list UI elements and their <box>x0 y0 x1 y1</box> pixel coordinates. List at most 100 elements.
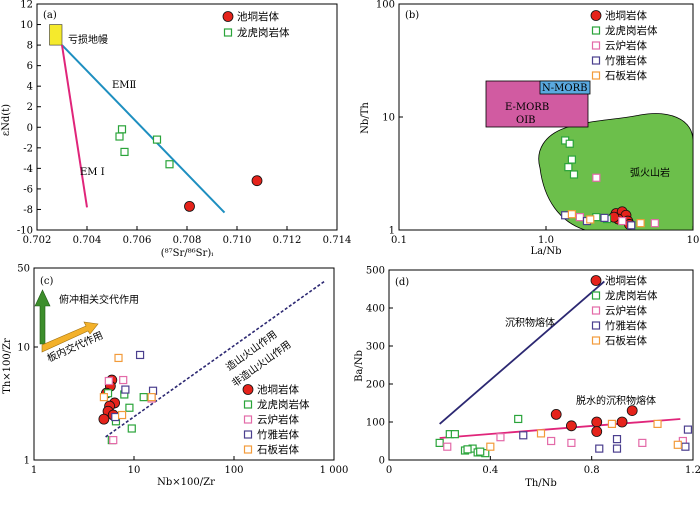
panel-d-point-0-0 <box>550 408 562 420</box>
panel-c-legend-label: 龙虎岗岩体 <box>257 398 310 411</box>
panel-b-point-4-0 <box>567 210 576 219</box>
panel-c-legend-label: 石板岩体 <box>257 443 299 456</box>
panel-a: (a) 亏损地幔 EMⅡ EM Ⅰ 0.702 0.704 0.706 0.708 0.… <box>1 0 351 259</box>
panel-c-right-arrow <box>41 321 99 353</box>
panel-a-legend-label: 龙虎岗岩体 <box>237 26 290 39</box>
panel-a-ytick-label: -2 <box>23 143 33 154</box>
panel-c-ytick-label: 1 <box>24 456 30 467</box>
panel-b-xtick-label: 0.1 <box>391 235 407 246</box>
panel-c-point-1-4 <box>139 393 148 402</box>
panel-b-legend-label: 池垌岩体 <box>605 9 647 22</box>
panel-c-point-2-0 <box>104 376 113 386</box>
panel-a-point-1-0 <box>117 125 127 134</box>
panel-d-point-2-4 <box>638 438 647 447</box>
panel-c-point-4-2 <box>117 410 127 420</box>
panel-b-legend-marker <box>591 41 601 50</box>
panel-c-legend-marker <box>243 400 253 409</box>
panel-d-point-4-3 <box>653 419 662 428</box>
panel-b-arc-label: 弧火山岩 <box>630 166 670 179</box>
panel-a-point-1-3 <box>152 135 162 144</box>
panel-d-legend-marker <box>591 291 601 300</box>
panel-b-point-1-4 <box>569 170 579 179</box>
panel-d-fluid-line <box>439 418 681 439</box>
panel-a-ytick-label: 2 <box>27 102 33 113</box>
panel-a-point-1-2 <box>120 147 129 157</box>
panel-c-xtick-label: 1 <box>31 465 37 476</box>
panel-a-ytick-label: 8 <box>27 41 33 52</box>
panel-d-legend-marker <box>591 306 601 315</box>
panel-d-ytick-label: 300 <box>366 342 385 353</box>
panel-a-xlabel: (⁸⁷Sr/⁸⁶Sr)ᵢ <box>161 248 213 259</box>
panel-d-frame <box>388 269 694 461</box>
panel-b-legend-label: 云炉岩体 <box>605 39 647 52</box>
panel-b-xlabel: La/Nb <box>530 246 561 257</box>
panel-b-point-2-2 <box>650 219 659 228</box>
panel-a-ytick-label: -8 <box>23 205 33 216</box>
panel-b-point-3-2 <box>600 213 609 222</box>
panel-d-point-3-1 <box>595 444 604 453</box>
panel-c-xtick-label: 1 000 <box>320 465 349 476</box>
panel-b-point-4-1 <box>586 215 595 224</box>
panel-a-xtick-label: 0.708 <box>173 235 202 246</box>
panel-c-legend-marker <box>242 384 254 395</box>
panel-d-point-2-3 <box>567 438 576 447</box>
panel-a-legend-label: 池垌岩体 <box>237 10 279 23</box>
panel-b-legend-marker <box>590 10 602 21</box>
panel-a-ylabel: εNd(t) <box>1 104 12 136</box>
panel-d-xtick-label: 0.4 <box>482 465 498 476</box>
panel-b-point-1-3 <box>564 163 573 172</box>
panel-c-legend-marker <box>243 415 253 424</box>
panel-d-point-1-9 <box>476 447 485 456</box>
panel-c-point-3-0 <box>135 350 145 360</box>
panel-c-point-4-1 <box>99 393 108 402</box>
panel-d-legend-label: 云炉岩体 <box>605 304 647 317</box>
panel-b-point-1-2 <box>567 155 576 164</box>
panel-b-emorb-label: E-MORB <box>505 102 549 113</box>
panel-d-point-4-1 <box>536 429 546 438</box>
panel-b-points <box>561 136 659 230</box>
panel-a-xtick-label: 0.712 <box>273 235 302 246</box>
panel-d-point-3-4 <box>681 442 690 451</box>
panel-b-point-3-0 <box>561 211 570 220</box>
panel-c-points <box>98 350 158 445</box>
panel-d-point-0-3 <box>591 426 603 437</box>
panel-d-label: (d) <box>395 277 409 288</box>
panel-b-point-2-1 <box>575 213 584 222</box>
panel-c-xtick-label: 10 <box>128 465 141 476</box>
panel-b-legend-label: 龙虎岗岩体 <box>605 24 658 37</box>
panel-d-point-3-5 <box>683 425 693 434</box>
panel-d-point-0-1 <box>566 420 577 432</box>
panel-d-legend-marker <box>590 275 602 286</box>
panel-d-point-1-0 <box>435 438 444 447</box>
panel-c-point-1-3 <box>127 424 136 433</box>
panel-d-fluid-label: 脱水的沉积物熔体 <box>576 394 656 407</box>
panel-d-point-3-3 <box>612 444 622 453</box>
panel-a-ytick-label: 10 <box>20 20 33 31</box>
panel-c-point-4-3 <box>147 393 156 402</box>
panel-c-frame <box>33 267 335 461</box>
panel-c-ytick-label: 50 <box>17 264 30 275</box>
panel-b-point-4-2 <box>636 219 645 228</box>
panel-c-ylabel: Th×100/Zr <box>2 338 13 394</box>
panel-d-point-4-2 <box>607 419 617 428</box>
panel-b-point-3-3 <box>627 221 636 230</box>
panel-b-legend-marker <box>591 71 601 80</box>
panel-a-legend-marker <box>223 28 233 37</box>
panel-d-points <box>435 405 693 458</box>
panel-c-xlabel: Nb×100/Zr <box>157 477 215 488</box>
panel-a-ytick-label: -6 <box>23 184 33 195</box>
panel-a-xtick-label: 0.714 <box>323 235 352 246</box>
panel-d-point-4-4 <box>673 440 682 449</box>
panel-a-ticks: 0.702 0.704 0.706 0.708 0.710 0.712 0.714 -10 -8… <box>17 0 351 246</box>
panel-d-xtick-label: 1.2 <box>685 465 700 476</box>
panel-b-ylabel: Nb/Th <box>360 102 371 134</box>
panel-c-point-0-7 <box>98 413 110 425</box>
panel-b-point-2-0 <box>592 173 601 182</box>
panel-a-points <box>115 125 263 212</box>
panel-d-point-1-8 <box>463 445 472 454</box>
panel-a-ytick-label: 0 <box>27 123 33 134</box>
panel-d-point-2-0 <box>443 442 452 451</box>
panel-a-mantle-box <box>49 24 63 46</box>
